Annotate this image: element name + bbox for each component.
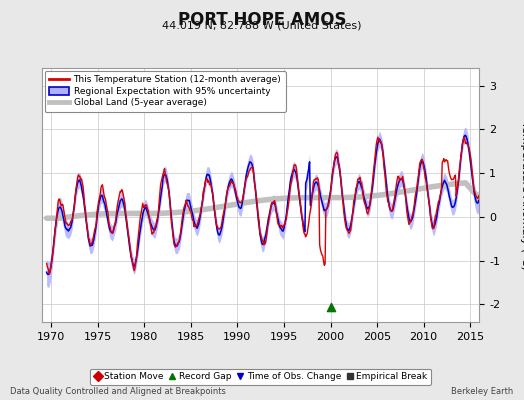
Point [326, 304, 335, 310]
Text: 44.019 N, 82.788 W (United States): 44.019 N, 82.788 W (United States) [162, 20, 362, 30]
Text: PORT HOPE AMOS: PORT HOPE AMOS [178, 11, 346, 29]
Text: Berkeley Earth: Berkeley Earth [451, 387, 514, 396]
Text: Data Quality Controlled and Aligned at Breakpoints: Data Quality Controlled and Aligned at B… [10, 387, 226, 396]
Y-axis label: Temperature Anomaly (°C): Temperature Anomaly (°C) [520, 121, 524, 269]
Legend: Station Move, Record Gap, Time of Obs. Change, Empirical Break: Station Move, Record Gap, Time of Obs. C… [90, 368, 431, 385]
